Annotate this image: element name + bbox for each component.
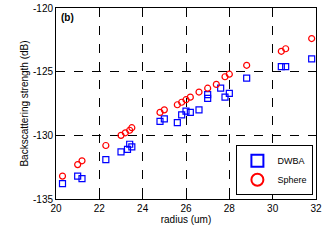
svg-text:20: 20: [50, 203, 62, 214]
svg-text:DWBA: DWBA: [277, 156, 304, 166]
svg-text:24: 24: [137, 203, 149, 214]
svg-text:-130: -130: [33, 130, 53, 141]
svg-text:radius (um): radius (um): [161, 214, 212, 225]
svg-text:30: 30: [267, 203, 279, 214]
svg-text:(b): (b): [61, 12, 74, 23]
svg-text:Backscattering strength (dB): Backscattering strength (dB): [19, 40, 30, 166]
svg-text:28: 28: [224, 203, 236, 214]
svg-text:-135: -135: [33, 194, 53, 205]
svg-text:Sphere: Sphere: [277, 175, 306, 185]
svg-text:32: 32: [310, 203, 322, 214]
svg-text:-125: -125: [33, 66, 53, 77]
svg-text:26: 26: [180, 203, 192, 214]
svg-text:22: 22: [94, 203, 106, 214]
svg-text:-120: -120: [33, 3, 53, 14]
